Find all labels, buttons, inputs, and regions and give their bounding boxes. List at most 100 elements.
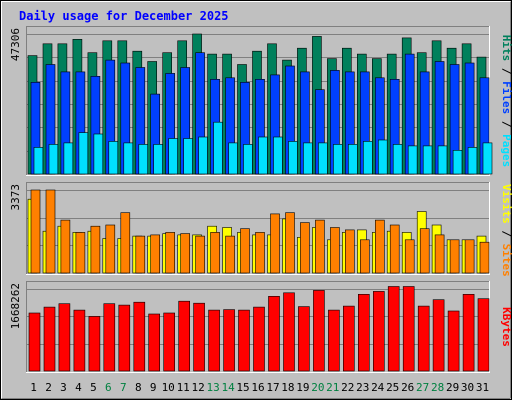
bar-kbytes-day-6 — [103, 303, 116, 372]
bar-sites-day-30 — [464, 239, 475, 274]
bar-pages-day-10 — [168, 138, 178, 175]
bar-sites-day-26 — [404, 239, 415, 274]
axis-label-part: Sites — [500, 244, 512, 277]
x-tick-label: 12 — [191, 381, 204, 394]
bar-pages-day-6 — [108, 141, 119, 175]
axis-label-part: / — [500, 224, 512, 244]
bar-sites-day-21 — [330, 227, 340, 274]
bar-sites-day-15 — [240, 228, 250, 274]
bar-sites-day-19 — [300, 222, 310, 274]
bar-pages-day-25 — [392, 144, 403, 175]
x-tick-label: 18 — [281, 381, 294, 394]
bar-pages-day-30 — [467, 147, 478, 175]
bar-pages-day-1 — [33, 147, 44, 175]
bar-pages-day-11 — [183, 138, 193, 175]
bar-sites-day-2 — [45, 189, 56, 274]
x-tick-label: 17 — [266, 381, 279, 394]
x-tick-label: 24 — [371, 381, 385, 394]
x-tick-label: 31 — [476, 381, 489, 394]
chart-panels: 47306 Hits / Files / Pages 3373 Visits / Si… — [9, 26, 512, 373]
bar-pages-day-20 — [318, 142, 328, 175]
bar-sites-day-8 — [135, 235, 146, 274]
bar-pages-day-13 — [213, 121, 223, 175]
bar-sites-day-4 — [75, 232, 86, 274]
bar-sites-day-18 — [285, 212, 295, 274]
x-tick-label: 1 — [30, 381, 37, 394]
bar-sites-day-23 — [359, 239, 370, 274]
x-tick-label: 16 — [251, 381, 264, 394]
bar-pages-day-27 — [422, 145, 433, 175]
axis-label-part: Hits — [500, 35, 512, 62]
x-tick-label: 25 — [386, 381, 399, 394]
bar-sites-day-1 — [30, 189, 41, 274]
bar-sites-day-24 — [374, 219, 385, 274]
x-tick-label: 30 — [461, 381, 474, 394]
bar-sites-day-13 — [210, 232, 220, 274]
axis-label-part: Files — [500, 81, 512, 114]
bar-sites-day-14 — [225, 235, 235, 274]
bar-pages-day-15 — [243, 144, 253, 175]
bar-pages-day-31 — [482, 142, 493, 175]
bar-kbytes-day-31 — [477, 298, 490, 372]
x-tick-label: 8 — [135, 381, 142, 394]
x-tick-label: 21 — [326, 381, 339, 394]
bar-pages-day-2 — [48, 144, 59, 175]
x-tick-label: 22 — [341, 381, 354, 394]
y-tick-label: 47306 — [9, 28, 22, 61]
bar-sites-day-17 — [270, 213, 280, 274]
bar-kbytes-day-28 — [432, 299, 445, 372]
bar-sites-day-5 — [90, 225, 101, 274]
bar-pages-day-28 — [437, 145, 448, 175]
panel-visits_sites: 3373 Visits / Sites — [9, 182, 512, 277]
bar-pages-day-23 — [362, 141, 373, 175]
bar-pages-day-21 — [333, 144, 343, 175]
bar-pages-day-16 — [258, 136, 268, 175]
bar-sites-day-27 — [419, 228, 430, 274]
bar-pages-day-24 — [377, 139, 388, 175]
bar-sites-day-29 — [449, 239, 460, 274]
bar-pages-day-12 — [198, 136, 208, 175]
bar-pages-day-8 — [138, 144, 149, 175]
bar-sites-day-10 — [165, 232, 175, 274]
bar-kbytes-day-29 — [447, 310, 460, 372]
bar-pages-day-22 — [347, 144, 358, 175]
bar-kbytes-day-4 — [73, 309, 86, 372]
x-tick-label: 3 — [60, 381, 67, 394]
bar-kbytes-day-25 — [387, 286, 400, 372]
bar-kbytes-day-17 — [268, 295, 280, 372]
x-tick-label: 23 — [356, 381, 369, 394]
x-tick-label: 14 — [221, 381, 235, 394]
bar-pages-day-7 — [123, 142, 134, 175]
bar-sites-day-6 — [105, 224, 116, 274]
bar-kbytes-day-22 — [342, 305, 355, 372]
x-tick-label: 10 — [162, 381, 175, 394]
x-tick-label: 29 — [446, 381, 459, 394]
bar-kbytes-day-12 — [193, 302, 205, 372]
bar-pages-day-19 — [303, 142, 313, 175]
bar-kbytes-day-11 — [178, 300, 190, 372]
bar-pages-day-14 — [228, 142, 238, 175]
bar-sites-day-12 — [195, 235, 205, 274]
axis-label-part: Visits — [500, 184, 512, 224]
x-tick-label: 28 — [431, 381, 444, 394]
bar-pages-day-3 — [63, 142, 74, 175]
bar-sites-day-22 — [344, 229, 355, 274]
bar-sites-day-25 — [389, 224, 400, 274]
bar-sites-day-31 — [479, 241, 490, 274]
bar-kbytes-day-7 — [118, 304, 131, 372]
x-tick-label: 9 — [150, 381, 157, 394]
x-tick-label: 19 — [296, 381, 309, 394]
bar-kbytes-day-15 — [238, 309, 250, 372]
x-tick-label: 11 — [177, 381, 190, 394]
bar-kbytes-day-24 — [372, 291, 385, 372]
bar-sites-day-16 — [255, 232, 265, 274]
bar-kbytes-day-10 — [163, 312, 175, 372]
bar-kbytes-day-2 — [43, 306, 56, 372]
bar-kbytes-day-16 — [253, 306, 265, 372]
bar-sites-day-11 — [180, 233, 190, 274]
bar-kbytes-day-23 — [357, 293, 370, 372]
panel-kbytes: 1668262 KBytes — [9, 281, 512, 373]
axis-label-part: / — [500, 61, 512, 81]
x-tick-label: 2 — [45, 381, 52, 394]
